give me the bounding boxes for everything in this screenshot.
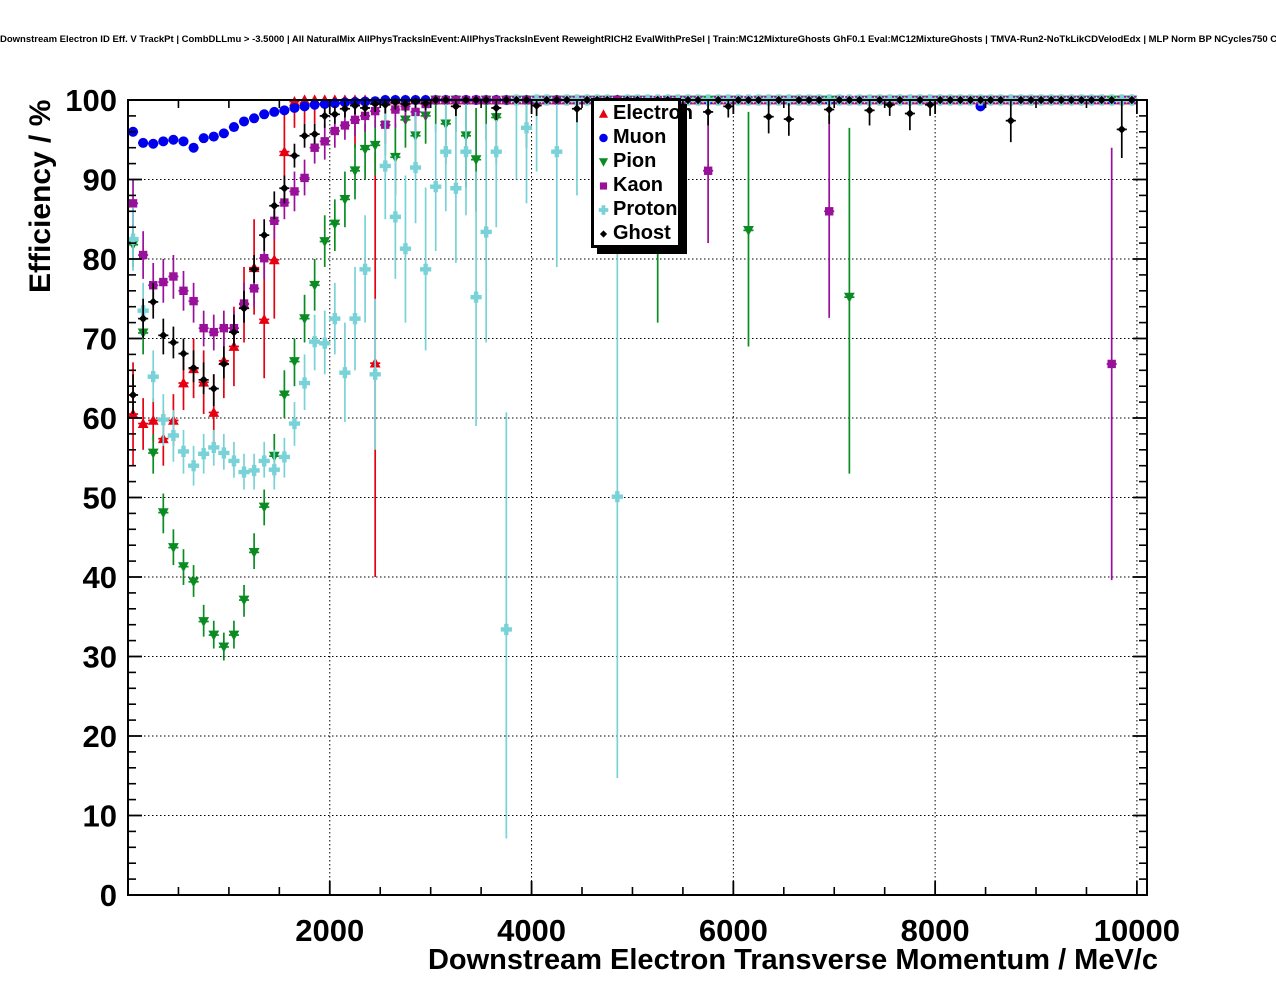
legend-label: Kaon [613,174,663,196]
y-tick-label: 10 [83,799,117,834]
legend-marker-triangle-down-icon [598,157,609,167]
legend-marker-diamond-icon [599,229,608,238]
legend-label: Electron [613,102,694,124]
legend-entry-kaon: Kaon [594,173,678,197]
legend-entry-muon: Muon [594,125,678,149]
y-tick-label: 30 [83,640,117,675]
x-tick-label: 6000 [699,913,768,948]
x-tick-label: 10000 [1094,913,1180,948]
legend-entry-pion: Pion [594,149,678,173]
legend-entry-electron: Electron [594,101,693,125]
y-tick-label: 90 [83,163,117,198]
legend-label: Ghost [613,222,671,244]
legend-marker-triangle-up-icon [598,108,609,118]
legend-entry-ghost: Ghost [594,221,678,245]
y-tick-label: 100 [65,83,117,118]
x-axis-title: Downstream Electron Transverse Momentum … [427,944,1158,976]
legend-label: Muon [613,126,667,148]
y-tick-label: 40 [83,560,117,595]
y-tick-label: 0 [100,878,117,913]
y-axis-title: Efficiency / % [24,99,57,293]
legend: Electron Muon Pion Kaon Proton Ghost [591,98,693,248]
legend-entry-proton: Proton [594,197,678,221]
y-tick-label: 20 [83,719,117,754]
legend-marker-plus-icon [598,204,609,215]
legend-label: Proton [613,198,678,220]
legend-label: Pion [613,150,657,172]
y-tick-label: 80 [83,242,117,277]
y-tick-label: 50 [83,481,117,516]
legend-marker-square-icon [599,181,608,190]
x-tick-label: 8000 [901,913,970,948]
legend-marker-circle-icon [599,133,608,142]
y-tick-label: 70 [83,322,117,357]
plot-title: Downstream Electron ID Eff. V TrackPt | … [0,34,1276,45]
x-tick-label: 2000 [295,913,364,948]
y-tick-label: 60 [83,401,117,436]
x-tick-label: 4000 [497,913,566,948]
